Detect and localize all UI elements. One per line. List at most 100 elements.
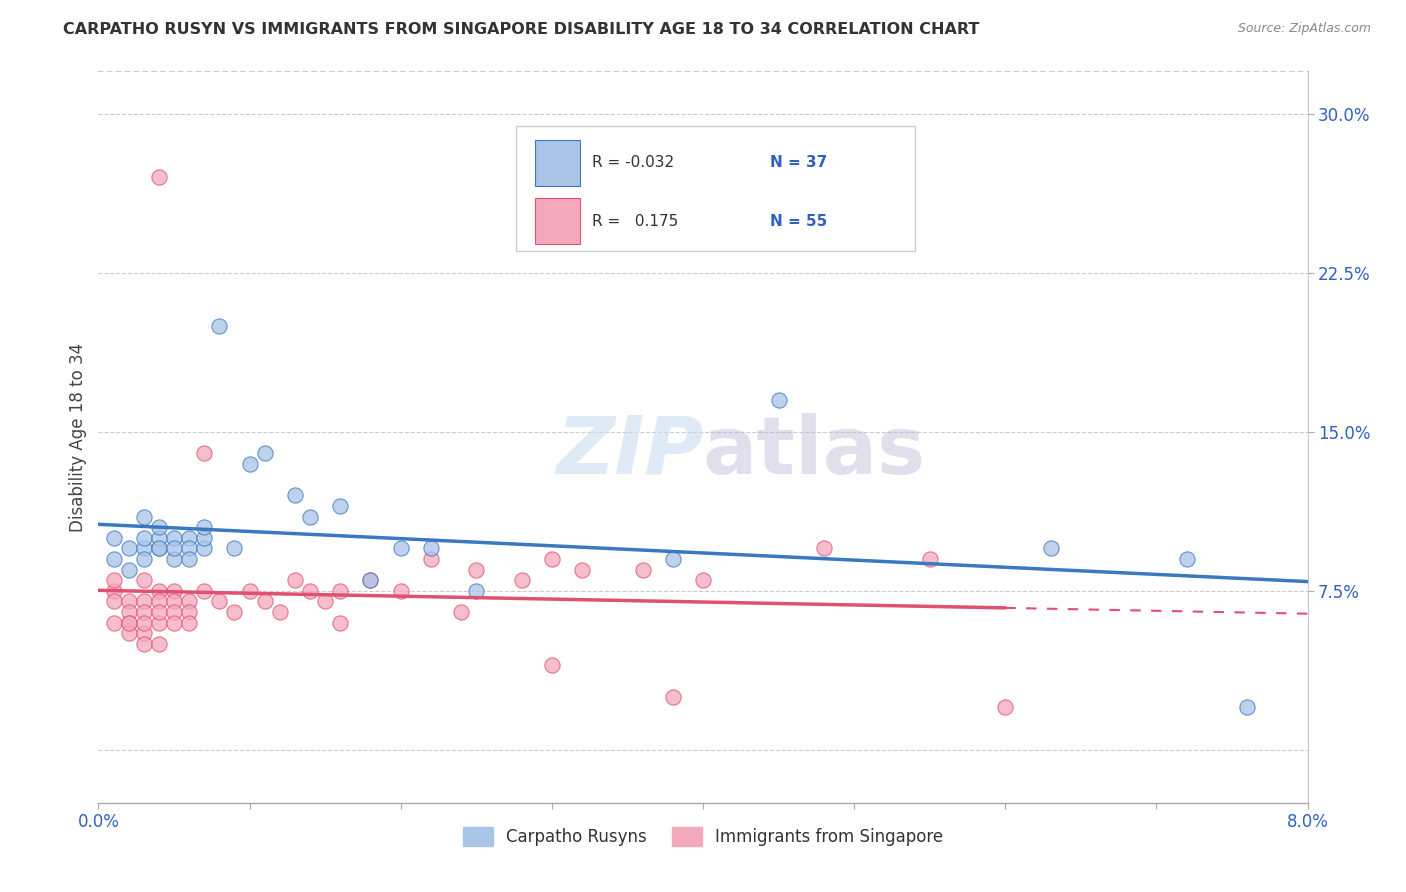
Point: [329, 499, 352, 513]
Point: [540, 552, 562, 566]
Point: [148, 605, 170, 619]
Text: ZIP: ZIP: [555, 413, 703, 491]
FancyBboxPatch shape: [534, 140, 579, 186]
Point: [389, 541, 412, 556]
Point: [118, 615, 141, 630]
Text: R = -0.032: R = -0.032: [592, 155, 673, 170]
Point: [193, 446, 215, 460]
Point: [148, 170, 170, 185]
Point: [179, 552, 201, 566]
Point: [420, 552, 443, 566]
Point: [132, 637, 155, 651]
Point: [179, 531, 201, 545]
Point: [132, 605, 155, 619]
Point: [314, 594, 336, 608]
Point: [360, 573, 382, 587]
Point: [103, 615, 125, 630]
Point: [132, 626, 155, 640]
Point: [163, 605, 186, 619]
FancyBboxPatch shape: [534, 198, 579, 244]
Point: [132, 573, 155, 587]
Point: [132, 552, 155, 566]
Point: [253, 446, 276, 460]
Point: [193, 531, 215, 545]
Point: [163, 594, 186, 608]
Point: [163, 615, 186, 630]
Point: [103, 531, 125, 545]
Point: [103, 573, 125, 587]
Point: [179, 605, 201, 619]
Point: [103, 552, 125, 566]
Point: [661, 690, 683, 704]
Point: [193, 541, 215, 556]
Point: [208, 318, 231, 333]
Point: [118, 563, 141, 577]
Point: [768, 392, 790, 407]
Point: [148, 637, 170, 651]
Point: [132, 615, 155, 630]
Point: [148, 583, 170, 598]
Legend: Carpatho Rusyns, Immigrants from Singapore: Carpatho Rusyns, Immigrants from Singapo…: [456, 821, 950, 853]
Point: [193, 583, 215, 598]
Y-axis label: Disability Age 18 to 34: Disability Age 18 to 34: [69, 343, 87, 532]
Point: [103, 594, 125, 608]
Text: atlas: atlas: [703, 413, 927, 491]
Point: [329, 615, 352, 630]
Point: [510, 573, 533, 587]
Point: [284, 573, 307, 587]
FancyBboxPatch shape: [516, 126, 915, 251]
Point: [118, 594, 141, 608]
Point: [163, 541, 186, 556]
Text: CARPATHO RUSYN VS IMMIGRANTS FROM SINGAPORE DISABILITY AGE 18 TO 34 CORRELATION : CARPATHO RUSYN VS IMMIGRANTS FROM SINGAP…: [63, 22, 980, 37]
Point: [179, 615, 201, 630]
Point: [163, 531, 186, 545]
Point: [631, 563, 654, 577]
Point: [239, 457, 262, 471]
Point: [103, 583, 125, 598]
Text: N = 37: N = 37: [769, 155, 827, 170]
Point: [148, 541, 170, 556]
Point: [118, 605, 141, 619]
Point: [918, 552, 941, 566]
Point: [420, 541, 443, 556]
Point: [148, 541, 170, 556]
Point: [118, 626, 141, 640]
Text: R =   0.175: R = 0.175: [592, 214, 678, 228]
Point: [253, 594, 276, 608]
Point: [132, 509, 155, 524]
Point: [692, 573, 714, 587]
Point: [540, 658, 562, 673]
Point: [148, 594, 170, 608]
Text: Source: ZipAtlas.com: Source: ZipAtlas.com: [1237, 22, 1371, 36]
Point: [389, 583, 412, 598]
Point: [360, 573, 382, 587]
Point: [269, 605, 291, 619]
Point: [813, 541, 835, 556]
Point: [224, 605, 246, 619]
Point: [1039, 541, 1062, 556]
Point: [329, 583, 352, 598]
Point: [284, 488, 307, 502]
Point: [148, 531, 170, 545]
Point: [148, 520, 170, 534]
Point: [299, 583, 322, 598]
Point: [148, 615, 170, 630]
Point: [1236, 700, 1258, 714]
Point: [465, 583, 488, 598]
Point: [118, 615, 141, 630]
Point: [132, 541, 155, 556]
Point: [208, 594, 231, 608]
Point: [994, 700, 1017, 714]
Text: N = 55: N = 55: [769, 214, 827, 228]
Point: [118, 541, 141, 556]
Point: [163, 583, 186, 598]
Point: [239, 583, 262, 598]
Point: [224, 541, 246, 556]
Point: [179, 594, 201, 608]
Point: [179, 541, 201, 556]
Point: [661, 552, 683, 566]
Point: [571, 563, 593, 577]
Point: [299, 509, 322, 524]
Point: [465, 563, 488, 577]
Point: [193, 520, 215, 534]
